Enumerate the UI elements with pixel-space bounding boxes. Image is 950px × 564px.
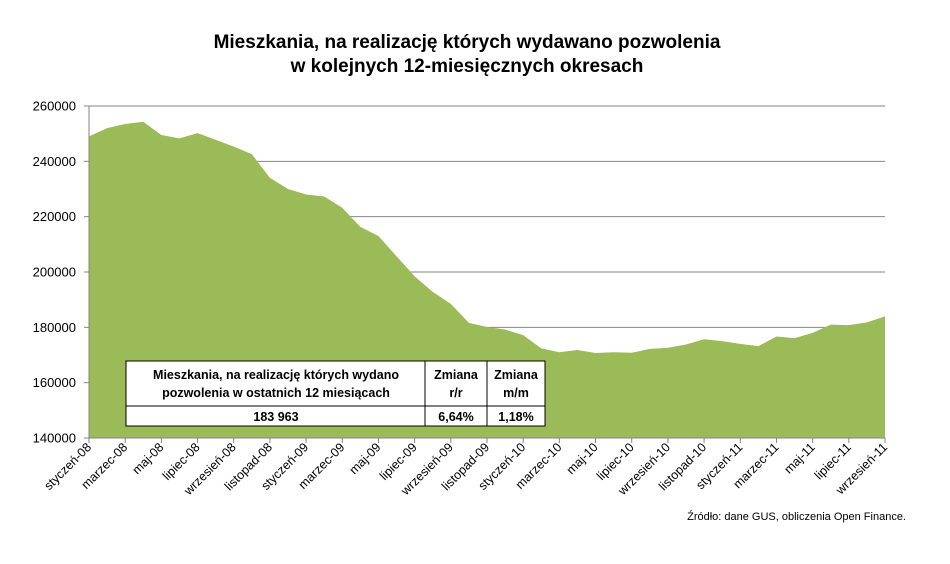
chart-title-line-1: Mieszkania, na realizację których wydawa…: [214, 32, 721, 53]
summary-header-yoy-line-2: r/r: [449, 386, 462, 400]
y-tick-label: 160000: [33, 375, 76, 390]
summary-yoy: 6,64%: [438, 410, 473, 424]
source-note: Źródło: dane GUS, obliczenia Open Financ…: [687, 510, 906, 523]
y-tick-label: 180000: [33, 320, 76, 335]
y-tick-label: 220000: [33, 209, 76, 224]
series-area: [89, 121, 885, 439]
chart-title: Mieszkania, na realizację których wydawa…: [214, 32, 721, 77]
plot-area: [89, 121, 885, 439]
chart-title-line-2: w kolejnych 12-miesięcznych okresach: [290, 56, 644, 77]
y-tick-label: 260000: [33, 99, 76, 114]
summary-value: 183 963: [253, 410, 298, 424]
y-axis-tick-labels: 140000 160000 180000 200000 220000 240000 2600…: [33, 99, 76, 446]
summary-header-yoy-line-1: Zmiana: [434, 368, 479, 382]
summary-header-main-line-1: Mieszkania, na realizację których wydano: [153, 368, 399, 382]
y-tick-label: 140000: [33, 431, 76, 446]
summary-mom: 1,18%: [498, 410, 533, 424]
y-tick-label: 240000: [33, 154, 76, 169]
summary-header-mom-line-1: Zmiana: [494, 368, 539, 382]
axes: [84, 105, 886, 443]
summary-header-main-line-2: pozwolenia w ostatnich 12 miesiącach: [162, 386, 390, 400]
summary-table: Mieszkania, na realizację których wydano…: [125, 360, 546, 427]
summary-table-border: [125, 360, 546, 427]
y-tick-label: 200000: [33, 265, 76, 280]
summary-header-mom-line-2: m/m: [503, 386, 529, 400]
